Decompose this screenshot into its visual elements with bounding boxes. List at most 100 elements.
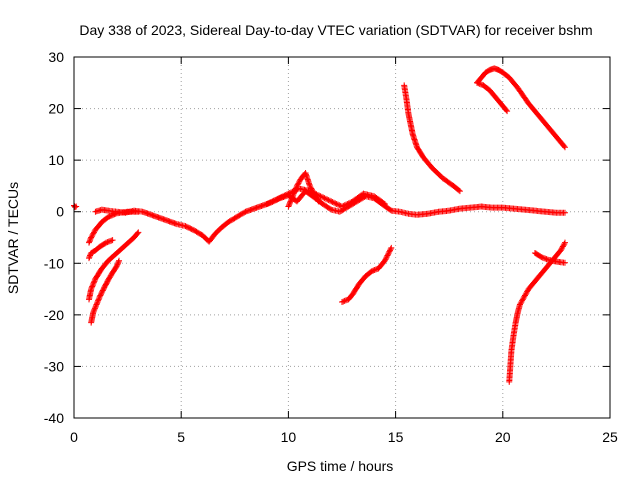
data-point <box>341 297 348 304</box>
data-point <box>96 293 103 300</box>
axis-ticks: 0 5 10 15 20 25 -40 -30 -20 -10 0 10 20 30 <box>44 49 618 445</box>
data-point <box>135 229 142 236</box>
data-point <box>90 280 97 287</box>
data-point <box>263 200 270 207</box>
data-point <box>521 292 528 299</box>
data-point <box>559 243 566 250</box>
data-point <box>321 195 328 202</box>
data-point <box>269 198 276 205</box>
data-point <box>310 190 317 197</box>
data-point <box>312 190 319 197</box>
series-left-arc-b <box>86 237 116 262</box>
data-point <box>339 203 345 210</box>
data-point <box>476 80 483 87</box>
data-point <box>88 233 95 240</box>
data-point <box>336 202 343 209</box>
data-point <box>380 200 387 207</box>
series-mid-rise <box>339 244 395 305</box>
data-point <box>285 202 292 209</box>
data-point <box>86 239 93 246</box>
data-point <box>320 194 327 201</box>
data-point <box>347 199 354 206</box>
data-point <box>475 80 482 87</box>
data-point <box>289 194 296 201</box>
data-point <box>287 199 294 206</box>
data-point <box>293 186 300 193</box>
data-point <box>287 198 294 205</box>
data-point <box>561 143 568 150</box>
data-point <box>296 179 303 186</box>
data-point <box>285 203 292 210</box>
data-point <box>295 180 302 187</box>
data-point <box>313 191 320 198</box>
data-point <box>561 144 568 151</box>
data-point <box>345 200 352 207</box>
data-point <box>455 187 462 194</box>
series-left-arc-a <box>86 208 142 246</box>
data-point <box>90 230 97 237</box>
data-point <box>543 256 550 263</box>
data-point <box>91 306 98 313</box>
x-tick-label: 0 <box>70 429 78 445</box>
data-point <box>504 108 511 115</box>
y-tick-label: -20 <box>44 307 64 323</box>
data-point <box>91 278 98 285</box>
series-left-arc-d <box>88 257 123 326</box>
data-point <box>89 282 96 289</box>
data-point <box>288 197 295 204</box>
data-point <box>540 255 547 262</box>
data-point <box>339 298 345 305</box>
data-point <box>281 192 288 199</box>
data-point <box>306 182 313 189</box>
data-point <box>98 290 105 297</box>
data-point <box>559 244 566 251</box>
data-point <box>316 192 323 199</box>
data-point <box>315 198 322 205</box>
x-tick-label: 10 <box>281 429 297 445</box>
data-point <box>288 189 295 196</box>
x-tick-label: 15 <box>388 429 404 445</box>
series-isolated-point <box>71 202 80 211</box>
data-point <box>99 288 106 295</box>
data-point <box>90 307 97 314</box>
data-point <box>87 252 94 259</box>
data-point <box>296 177 303 184</box>
data-point <box>342 297 349 304</box>
data-point <box>371 266 378 273</box>
data-point <box>385 251 392 258</box>
series-right-rise <box>506 239 568 385</box>
series-top-arc-inner <box>474 79 511 115</box>
data-point <box>97 291 104 298</box>
data-point <box>115 258 122 265</box>
data-point <box>385 249 392 256</box>
plot-frame <box>73 56 611 419</box>
series-right-flat <box>531 249 568 266</box>
data-point <box>114 260 121 267</box>
data-point <box>94 300 101 307</box>
data-point <box>276 195 283 202</box>
data-point <box>340 298 347 305</box>
data-point <box>369 268 376 275</box>
data-point <box>518 298 525 305</box>
data-point <box>523 289 530 296</box>
y-axis-label: SDTVAR / TECUs <box>5 182 21 294</box>
data-point <box>477 81 484 88</box>
data-point <box>325 197 332 204</box>
data-point <box>327 205 334 212</box>
data-point <box>382 256 389 263</box>
data-point <box>108 237 115 244</box>
data-point <box>286 190 293 197</box>
data-point <box>86 255 93 262</box>
data-point <box>280 193 287 200</box>
series-top-arc <box>474 65 568 151</box>
data-point <box>285 190 292 197</box>
data-point <box>322 195 329 202</box>
data-point <box>384 252 391 259</box>
series-left-arc-c <box>86 229 142 303</box>
data-point <box>324 196 331 203</box>
data-point <box>288 195 295 202</box>
x-tick-label: 5 <box>177 429 185 445</box>
data-point <box>286 200 293 207</box>
data-point <box>456 188 463 195</box>
